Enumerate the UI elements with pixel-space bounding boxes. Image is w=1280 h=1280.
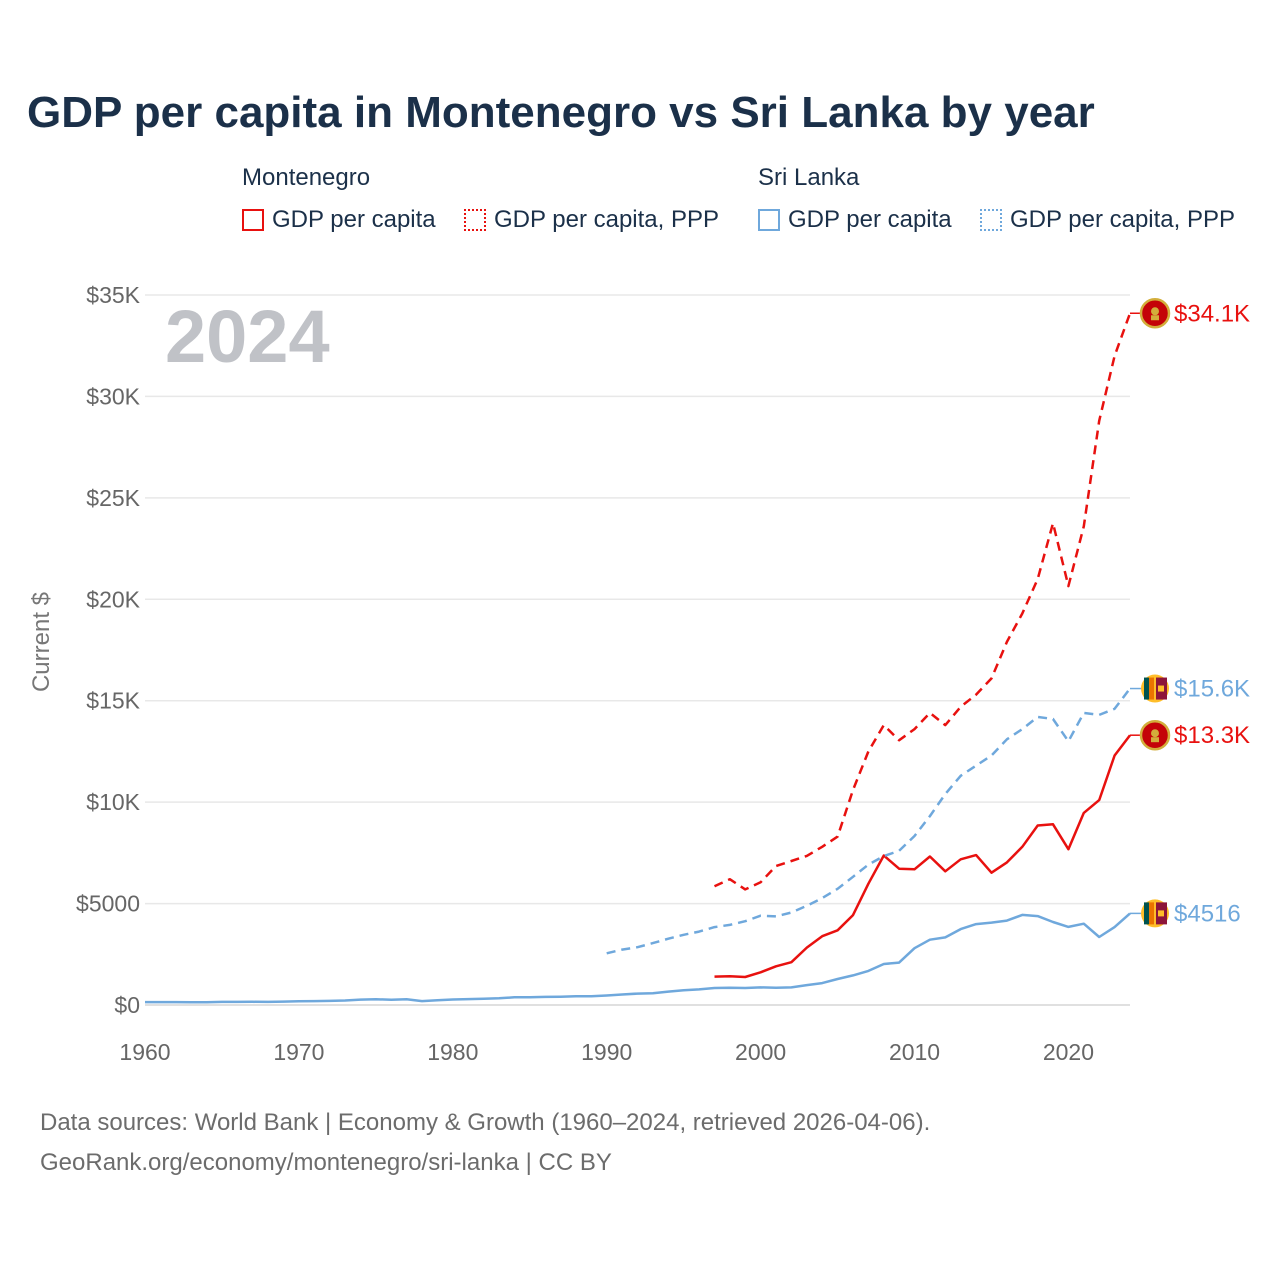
series-lines bbox=[145, 312, 1132, 1004]
footer-sources: Data sources: World Bank | Economy & Gro… bbox=[40, 1109, 931, 1136]
grid-lines bbox=[145, 294, 1130, 1006]
legend-label: GDP per capita bbox=[272, 206, 436, 233]
end-value-label: $15.6K bbox=[1174, 676, 1250, 703]
x-tick-label: 2000 bbox=[735, 1039, 786, 1065]
x-tick-label: 1960 bbox=[119, 1039, 170, 1065]
end-value-label: $13.3K bbox=[1174, 722, 1250, 749]
end-value-label: $34.1K bbox=[1174, 300, 1250, 327]
footer-link[interactable]: GeoRank.org/economy/montenegro/sri-lanka… bbox=[40, 1149, 612, 1176]
series-line-3[interactable] bbox=[606, 687, 1131, 955]
end-labels: $13.3K $34.1K $4516 $15.6K bbox=[1130, 298, 1250, 928]
x-tick-label: 1970 bbox=[273, 1039, 324, 1065]
y-tick-label: $30K bbox=[86, 383, 140, 409]
y-tick-label: $10K bbox=[86, 789, 140, 815]
legend-group-montenegro: Montenegro bbox=[242, 164, 371, 191]
legend-group-sri-lanka: Sri Lanka bbox=[758, 164, 860, 191]
legend-item-montenegro-gdp[interactable]: GDP per capita bbox=[242, 206, 436, 234]
legend-item-sri-lanka-gdp-ppp[interactable]: GDP per capita, PPP bbox=[980, 206, 1235, 234]
series-line-0[interactable] bbox=[714, 734, 1131, 979]
year-watermark: 2024 bbox=[165, 295, 330, 378]
y-tick-label: $0 bbox=[114, 992, 140, 1018]
y-tick-label: $20K bbox=[86, 586, 140, 612]
legend-item-sri-lanka-gdp[interactable]: GDP per capita bbox=[758, 206, 952, 234]
sri-lanka-flag-icon bbox=[1141, 899, 1169, 928]
y-tick-label: $5000 bbox=[76, 891, 140, 917]
series-line-1[interactable] bbox=[713, 312, 1132, 891]
x-tick-label: 1980 bbox=[427, 1039, 478, 1065]
montenegro-flag-icon bbox=[1139, 719, 1171, 751]
legend-label: GDP per capita bbox=[788, 206, 952, 233]
y-tick-label: $25K bbox=[86, 485, 140, 511]
series-line-2[interactable] bbox=[145, 912, 1131, 1004]
x-tick-label: 2020 bbox=[1043, 1039, 1094, 1065]
x-tick-label: 1990 bbox=[581, 1039, 632, 1065]
legend-swatch-dotted-blue bbox=[980, 209, 1002, 231]
legend-label: GDP per capita, PPP bbox=[1010, 206, 1235, 233]
legend-label: GDP per capita, PPP bbox=[494, 206, 719, 233]
sri-lanka-flag-icon bbox=[1141, 674, 1169, 703]
y-axis-ticks: $0 $5000 $10K $15K $20K $25K $30K $35K bbox=[76, 282, 141, 1018]
legend-item-montenegro-gdp-ppp[interactable]: GDP per capita, PPP bbox=[464, 206, 719, 234]
montenegro-flag-icon bbox=[1139, 298, 1171, 329]
x-axis-ticks: 1960 1970 1980 1990 2000 2010 2020 bbox=[119, 1039, 1094, 1065]
y-tick-label: $15K bbox=[86, 688, 140, 714]
chart-title: GDP per capita in Montenegro vs Sri Lank… bbox=[27, 88, 1095, 137]
y-tick-label: $35K bbox=[86, 282, 140, 308]
x-tick-label: 2010 bbox=[889, 1039, 940, 1065]
legend-swatch-solid-red bbox=[242, 209, 264, 231]
legend-swatch-solid-blue bbox=[758, 209, 780, 231]
legend-swatch-dotted-red bbox=[464, 209, 486, 231]
end-value-label: $4516 bbox=[1174, 900, 1241, 927]
